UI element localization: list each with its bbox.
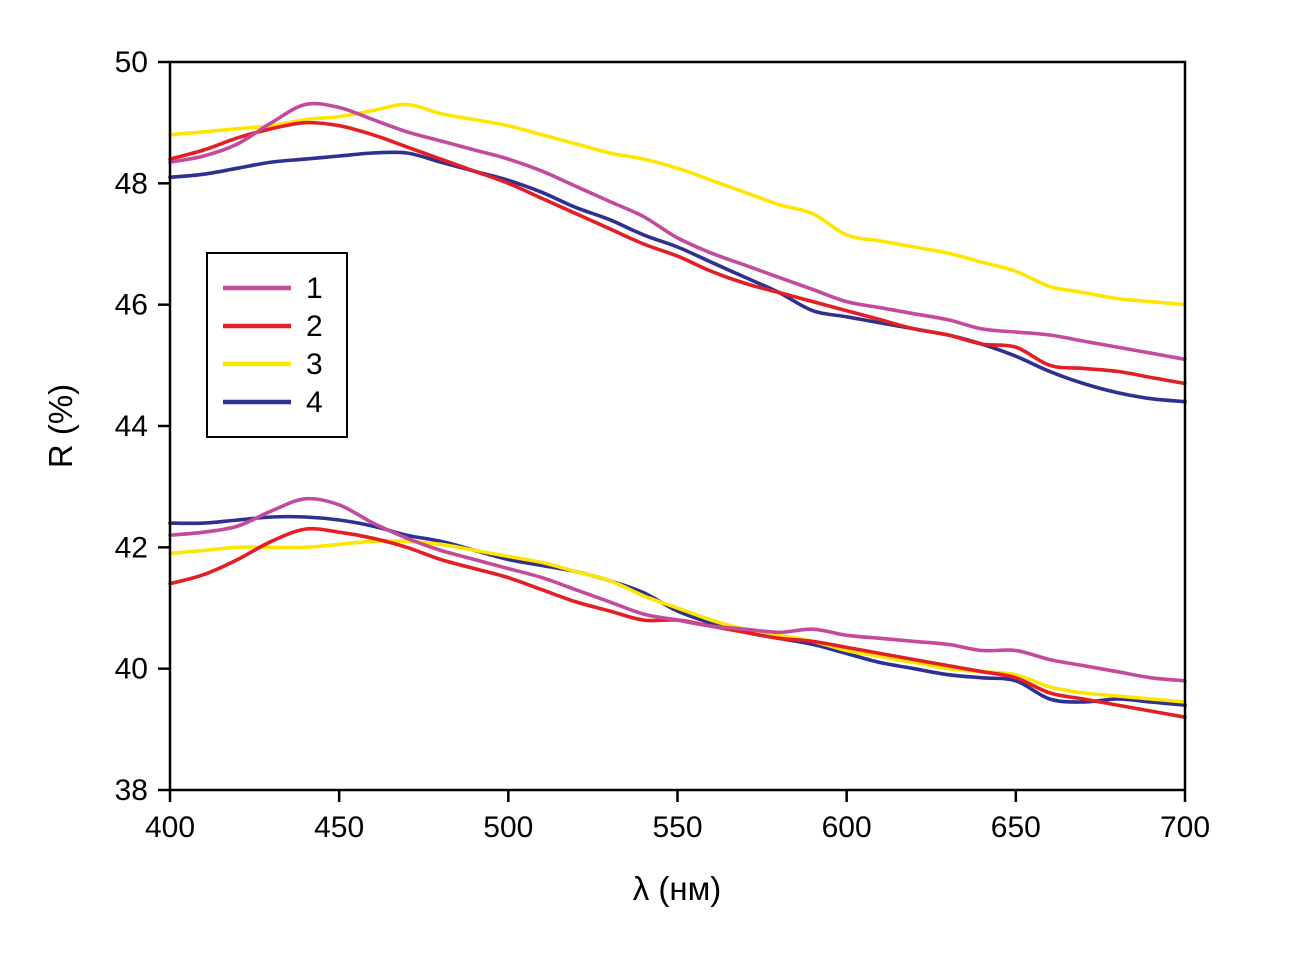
x-axis-tick-label: 550 bbox=[652, 811, 702, 844]
legend-label-1: 1 bbox=[306, 272, 323, 305]
series-1-upper-curve bbox=[168, 101, 1187, 362]
x-axis-title: λ (нм) bbox=[633, 870, 722, 907]
series-2-upper-curve bbox=[168, 120, 1187, 386]
x-axis-tick-label: 400 bbox=[145, 811, 195, 844]
y-axis-tick-label: 46 bbox=[115, 289, 148, 322]
series-3-upper-curve bbox=[168, 102, 1187, 307]
y-axis-tick-label: 40 bbox=[115, 653, 148, 686]
plot-frame bbox=[168, 60, 1187, 792]
x-axis-tick-label: 600 bbox=[822, 811, 872, 844]
y-axis-tick-label: 48 bbox=[115, 167, 148, 200]
y-axis-title: R (%) bbox=[42, 384, 79, 468]
y-axis-tick-label: 44 bbox=[115, 410, 148, 443]
x-axis-tick-label: 500 bbox=[483, 811, 533, 844]
series-4-upper-curve bbox=[168, 150, 1187, 404]
series-4-lower-curve bbox=[168, 514, 1187, 707]
x-axis-tick-label: 450 bbox=[314, 811, 364, 844]
x-axis-tick-label: 650 bbox=[991, 811, 1041, 844]
legend-box bbox=[206, 252, 348, 438]
legend-label-2: 2 bbox=[306, 310, 323, 343]
series-3-lower-curve bbox=[168, 539, 1187, 704]
y-axis-tick-label: 50 bbox=[115, 46, 148, 79]
series-1-lower-curve bbox=[168, 496, 1187, 683]
legend-label-3: 3 bbox=[306, 348, 323, 381]
x-axis-tick-label: 700 bbox=[1160, 811, 1210, 844]
y-axis-tick-label: 38 bbox=[115, 774, 148, 807]
y-axis-tick-label: 42 bbox=[115, 531, 148, 564]
legend-label-4: 4 bbox=[306, 386, 323, 419]
